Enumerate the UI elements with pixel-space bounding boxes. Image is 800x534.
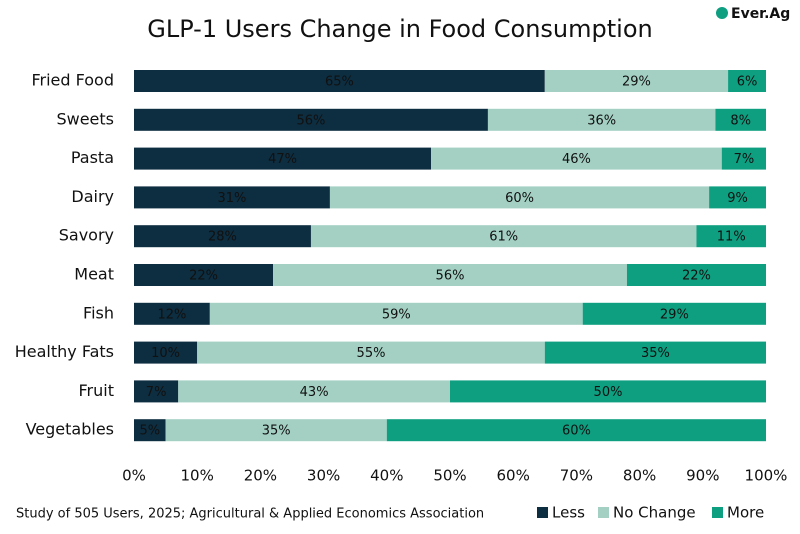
data-label: 29% bbox=[622, 75, 651, 90]
x-tick-label: 50% bbox=[433, 467, 466, 485]
bar-segment bbox=[310, 225, 697, 248]
bar-segment bbox=[431, 147, 722, 170]
data-label: 8% bbox=[730, 113, 751, 128]
chart-title: GLP-1 Users Change in Food Consumption bbox=[147, 15, 652, 43]
bar-segment bbox=[721, 147, 766, 170]
data-label: 47% bbox=[268, 152, 297, 167]
legend-label: More bbox=[727, 504, 764, 522]
x-tick-label: 20% bbox=[244, 467, 277, 485]
data-label: 35% bbox=[262, 424, 291, 439]
bar-segment bbox=[487, 108, 716, 131]
legend-label: Less bbox=[552, 504, 585, 522]
x-tick-label: 60% bbox=[497, 467, 530, 485]
data-label: 12% bbox=[157, 307, 186, 322]
data-label: 28% bbox=[208, 230, 237, 245]
x-tick-label: 40% bbox=[370, 467, 403, 485]
bar-segment bbox=[450, 380, 766, 403]
source-note: Study of 505 Users, 2025; Agricultural &… bbox=[16, 507, 484, 522]
data-label: 11% bbox=[717, 230, 746, 245]
data-label: 31% bbox=[218, 191, 247, 206]
bar-segment bbox=[134, 341, 198, 364]
y-tick-label: Fried Food bbox=[31, 71, 114, 90]
data-label: 22% bbox=[189, 269, 218, 284]
legend-swatch bbox=[598, 507, 609, 518]
x-tick-label: 10% bbox=[181, 467, 214, 485]
data-label: 22% bbox=[682, 269, 711, 284]
data-label: 6% bbox=[737, 75, 758, 90]
bar-segment bbox=[626, 264, 766, 286]
x-tick-label: 90% bbox=[686, 467, 719, 485]
x-tick-label: 0% bbox=[122, 467, 146, 485]
data-label: 7% bbox=[146, 385, 167, 400]
bar-segment bbox=[134, 108, 488, 131]
y-tick-label: Fish bbox=[83, 303, 114, 322]
bar-segment bbox=[197, 341, 545, 364]
x-tick-label: 80% bbox=[623, 467, 656, 485]
bar-segment bbox=[715, 108, 766, 131]
bar-segment bbox=[134, 186, 330, 209]
data-label: 59% bbox=[382, 307, 411, 322]
bar-segment bbox=[178, 380, 451, 403]
bar-segment bbox=[134, 225, 311, 248]
data-label: 35% bbox=[641, 346, 670, 361]
legend-label: No Change bbox=[613, 504, 696, 522]
data-label: 61% bbox=[489, 230, 518, 245]
bar-segment bbox=[386, 419, 766, 442]
bar-segment bbox=[709, 186, 766, 209]
data-label: 43% bbox=[300, 385, 329, 400]
data-label: 36% bbox=[587, 113, 616, 128]
x-tick-label: 30% bbox=[307, 467, 340, 485]
bar-segment bbox=[728, 70, 766, 92]
legend-swatch bbox=[537, 507, 548, 518]
bar-segment bbox=[209, 302, 583, 325]
bar-segment bbox=[134, 419, 166, 442]
y-tick-label: Pasta bbox=[71, 148, 114, 167]
logo: Ever.Ag bbox=[731, 6, 790, 22]
x-tick-label: 100% bbox=[745, 467, 788, 485]
data-label: 60% bbox=[562, 424, 591, 439]
bar-segment bbox=[544, 70, 729, 92]
data-label: 5% bbox=[139, 424, 160, 439]
bar-segment bbox=[696, 225, 766, 248]
data-label: 56% bbox=[297, 113, 326, 128]
logo-icon bbox=[716, 7, 728, 19]
legend-swatch bbox=[712, 507, 723, 518]
y-tick-label: Sweets bbox=[56, 109, 114, 128]
y-tick-label: Meat bbox=[74, 265, 114, 284]
data-label: 29% bbox=[660, 307, 689, 322]
bar-segment bbox=[582, 302, 766, 325]
data-label: 50% bbox=[594, 385, 623, 400]
data-label: 55% bbox=[357, 346, 386, 361]
x-tick-label: 70% bbox=[560, 467, 593, 485]
bar-segment bbox=[134, 147, 432, 170]
data-label: 60% bbox=[505, 191, 534, 206]
bar-segment bbox=[273, 264, 627, 286]
y-tick-label: Fruit bbox=[79, 381, 114, 400]
data-label: 7% bbox=[734, 152, 755, 167]
bar-segment bbox=[329, 186, 710, 209]
data-label: 56% bbox=[436, 269, 465, 284]
bar-segment bbox=[134, 380, 179, 403]
bar-segment bbox=[134, 264, 274, 286]
y-tick-label: Savory bbox=[59, 226, 114, 245]
y-tick-label: Dairy bbox=[71, 187, 114, 206]
bar-segment bbox=[134, 302, 210, 325]
y-tick-label: Healthy Fats bbox=[15, 342, 114, 361]
bar-segment bbox=[165, 419, 387, 442]
data-label: 9% bbox=[727, 191, 748, 206]
data-label: 46% bbox=[562, 152, 591, 167]
bar-segment bbox=[134, 70, 545, 92]
data-label: 10% bbox=[151, 346, 180, 361]
bar-segment bbox=[544, 341, 766, 364]
y-tick-label: Vegetables bbox=[26, 420, 114, 439]
data-label: 65% bbox=[325, 75, 354, 90]
